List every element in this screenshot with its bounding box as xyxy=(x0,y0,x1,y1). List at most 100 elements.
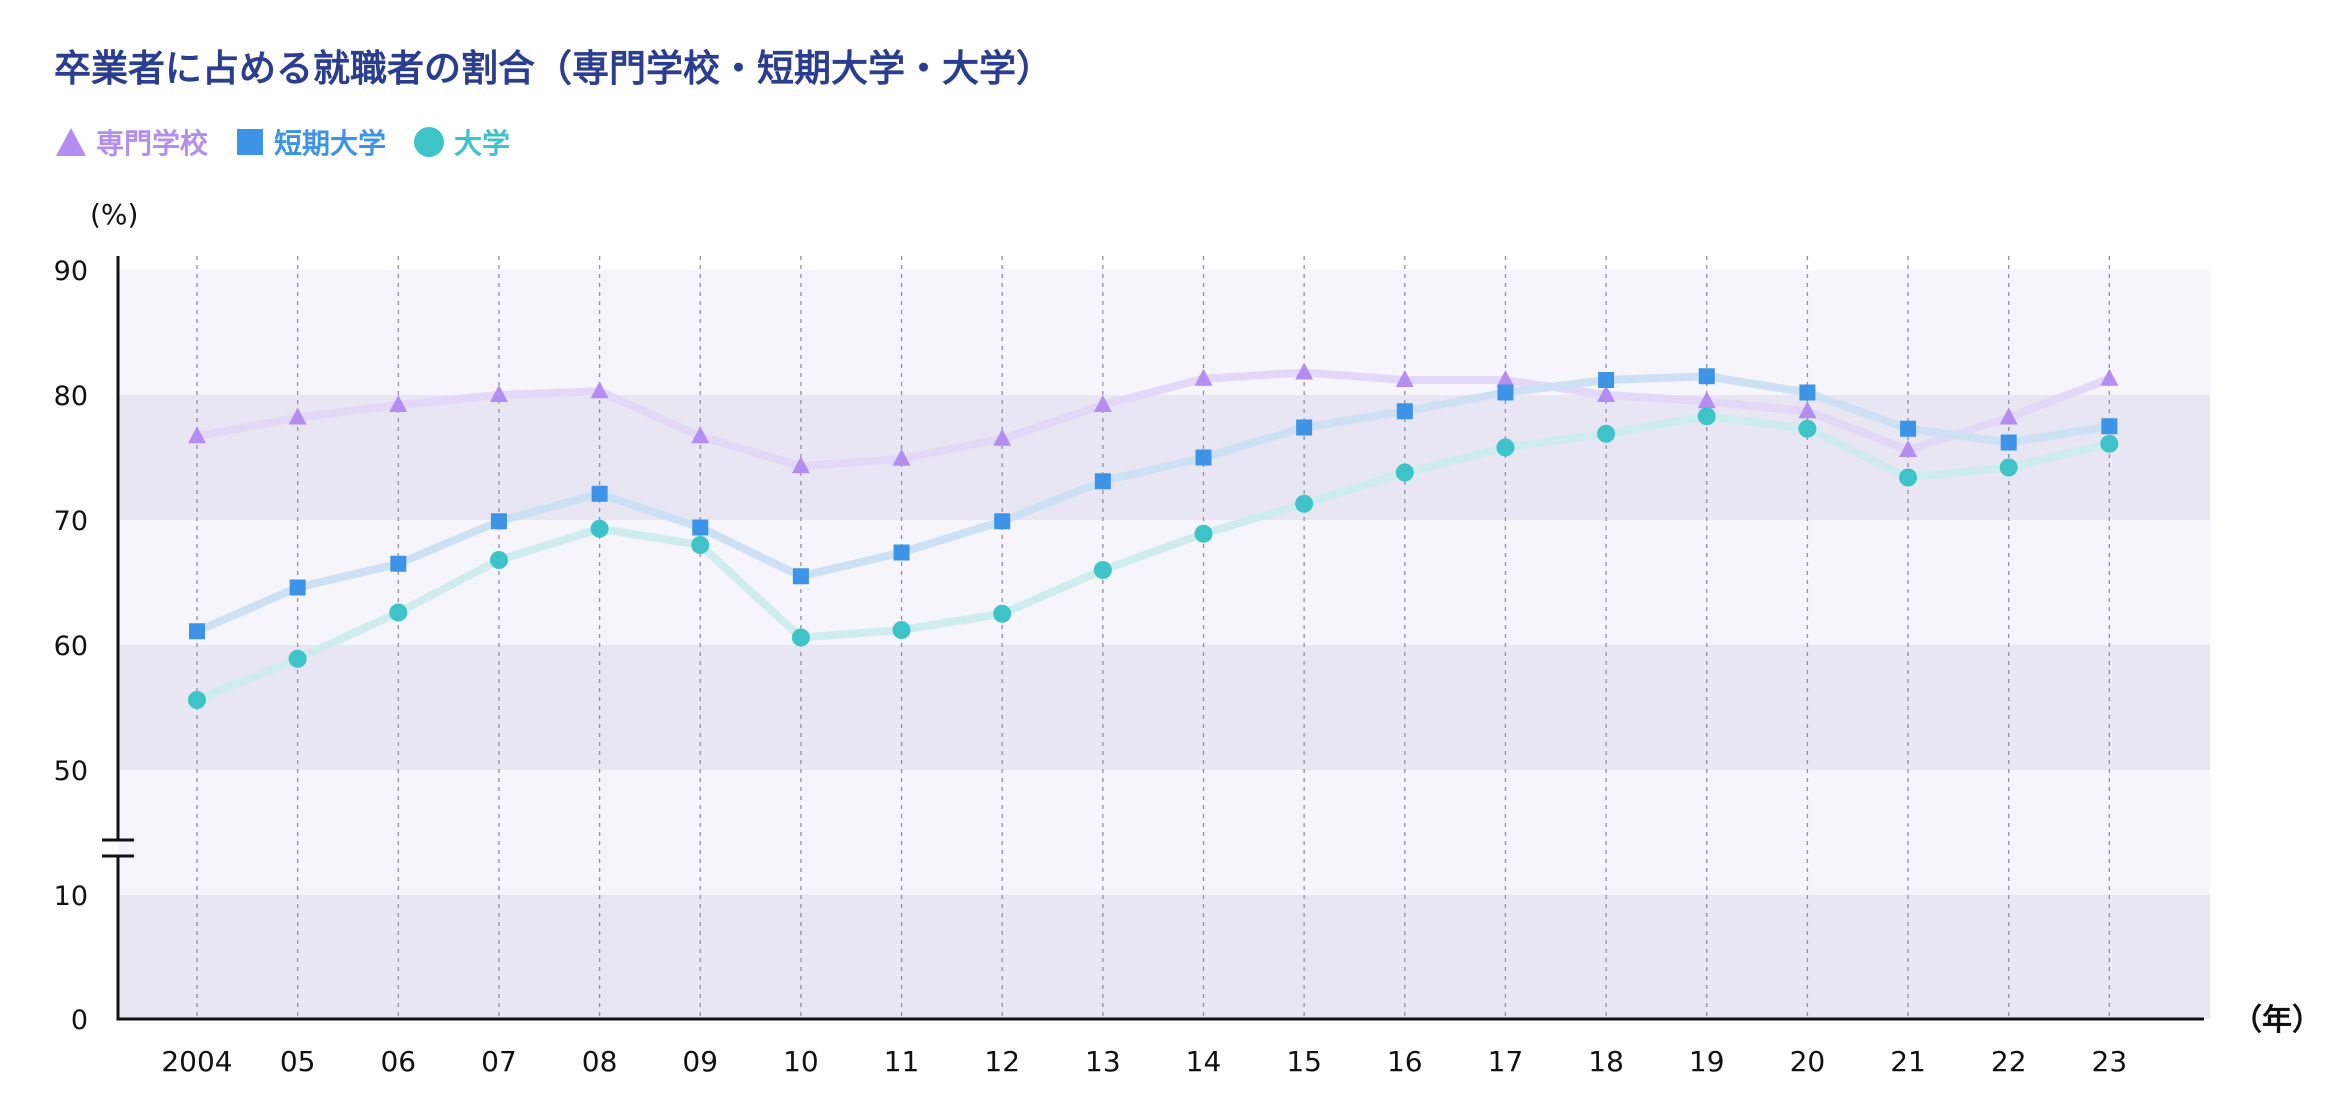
data-point xyxy=(1395,463,1414,482)
x-tick-label: 13 xyxy=(1085,1045,1121,1078)
x-tick-label: 20 xyxy=(1790,1045,1826,1078)
y-axis-unit-label: (%) xyxy=(90,198,138,231)
x-tick-label: 21 xyxy=(1890,1045,1926,1078)
x-tick-label: 14 xyxy=(1186,1045,1222,1078)
legend: 専門学校 短期大学 大学 xyxy=(54,122,510,162)
x-tick-label: 11 xyxy=(884,1045,920,1078)
x-tick-label: 09 xyxy=(682,1045,718,1078)
data-point xyxy=(390,555,407,572)
data-point xyxy=(1396,403,1413,420)
data-point xyxy=(1194,524,1213,543)
series-line xyxy=(193,412,2114,704)
data-point xyxy=(1496,370,1515,387)
data-point xyxy=(1697,407,1716,426)
series-line xyxy=(193,372,2114,636)
data-point xyxy=(1697,391,1716,409)
data-point xyxy=(1395,370,1414,387)
data-point xyxy=(1899,440,1918,457)
background-bands xyxy=(118,270,2210,1019)
data-point xyxy=(590,519,609,538)
series-0 xyxy=(193,368,2114,471)
x-tick-label: 19 xyxy=(1689,1045,1725,1078)
data-point xyxy=(1999,458,2018,477)
y-tick-label: 0 xyxy=(71,1005,88,1036)
x-tick-label: 12 xyxy=(984,1045,1020,1078)
data-point xyxy=(1295,494,1314,513)
chart-title: 卒業者に占める就職者の割合（専門学校・短期大学・大学） xyxy=(54,47,1053,90)
data-point xyxy=(1496,438,1515,457)
x-tick-label: 2004 xyxy=(161,1045,232,1078)
data-point xyxy=(1597,424,1616,443)
x-tick-label: 15 xyxy=(1286,1045,1322,1078)
data-point xyxy=(691,426,710,444)
legend-item-vocational: 専門学校 xyxy=(54,122,208,162)
x-tick-label: 23 xyxy=(2092,1045,2128,1078)
data-point xyxy=(2100,368,2119,386)
background-band xyxy=(118,895,2210,1019)
x-tick-label: 07 xyxy=(481,1045,517,1078)
x-axis-unit-label: （年） xyxy=(2232,1003,2322,1038)
data-point xyxy=(288,407,307,425)
y-tick-label: 80 xyxy=(54,381,88,412)
data-point xyxy=(590,381,609,399)
data-point xyxy=(1296,419,1313,436)
y-tick-labels: 90 80 70 60 50 10 0 xyxy=(54,256,88,1036)
y-tick-label: 10 xyxy=(54,881,88,912)
data-point xyxy=(389,395,408,412)
x-tick-label: 06 xyxy=(380,1045,416,1078)
data-point xyxy=(1093,561,1112,579)
data-point xyxy=(1999,407,2018,425)
legend-label-vocational: 専門学校 xyxy=(96,127,209,160)
data-point xyxy=(2000,434,2017,451)
data-point xyxy=(892,621,911,639)
data-point xyxy=(792,568,809,585)
data-point xyxy=(1798,401,1817,419)
legend-label-university: 大学 xyxy=(454,127,511,160)
series-markers-0 xyxy=(188,362,2119,474)
y-tick-label: 90 xyxy=(54,256,88,287)
legend-item-junior-college: 短期大学 xyxy=(234,122,386,162)
y-tick-label: 50 xyxy=(54,756,88,787)
data-point xyxy=(1597,385,1616,402)
background-band xyxy=(118,270,2210,395)
axis-break-icon xyxy=(102,838,134,858)
data-point xyxy=(691,536,710,554)
data-point xyxy=(1497,384,1514,401)
data-point xyxy=(188,691,206,709)
data-point xyxy=(1093,395,1112,412)
background-band xyxy=(118,520,2210,645)
data-point xyxy=(1295,362,1314,380)
data-point xyxy=(993,604,1012,623)
data-point xyxy=(490,513,507,530)
data-point xyxy=(1698,368,1715,385)
data-point xyxy=(489,551,508,569)
x-tick-label: 18 xyxy=(1588,1045,1624,1078)
y-tick-label: 70 xyxy=(54,506,88,537)
series-1 xyxy=(193,372,2114,636)
data-point xyxy=(188,426,206,444)
background-band xyxy=(118,645,2210,770)
data-point xyxy=(2100,434,2119,453)
data-point xyxy=(791,628,810,647)
data-point xyxy=(791,456,810,474)
x-tick-label: 22 xyxy=(1991,1045,2027,1078)
x-tick-label: 17 xyxy=(1488,1045,1524,1078)
data-point xyxy=(1798,419,1817,438)
x-tick-label: 08 xyxy=(582,1045,618,1078)
circle-marker-icon xyxy=(414,127,445,157)
data-point xyxy=(1195,449,1212,466)
x-tick-label: 05 xyxy=(280,1045,316,1078)
y-tick-label: 60 xyxy=(54,631,88,662)
background-band xyxy=(118,770,2210,895)
background-band xyxy=(118,395,2210,520)
data-point xyxy=(993,428,1012,446)
series-markers-2 xyxy=(188,407,2119,709)
data-point xyxy=(591,485,608,502)
data-point xyxy=(994,513,1011,530)
x-tick-label: 10 xyxy=(783,1045,819,1078)
legend-label-junior-college: 短期大学 xyxy=(274,127,387,160)
series-line xyxy=(193,368,2114,471)
data-point xyxy=(489,385,508,402)
data-point xyxy=(1094,473,1111,490)
